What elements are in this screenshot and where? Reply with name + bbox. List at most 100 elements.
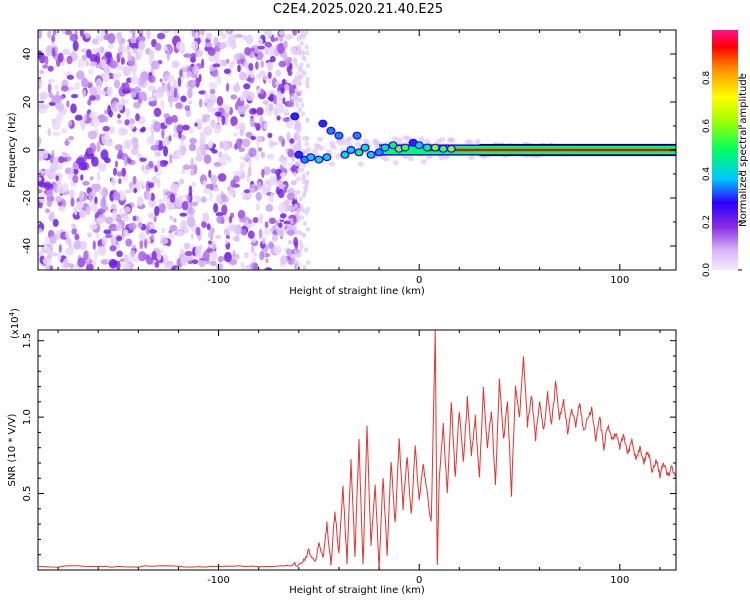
signal-band-edge	[479, 143, 676, 145]
noise-blob	[127, 256, 136, 263]
noise-blob	[120, 128, 128, 135]
noise-blob	[178, 131, 182, 139]
signal-blob	[381, 144, 389, 151]
noise-blob	[86, 113, 90, 125]
signal-halo	[392, 160, 399, 166]
signal-blob	[448, 146, 455, 152]
noise-blob	[261, 168, 265, 178]
signal-blob	[291, 113, 299, 120]
noise-blob	[123, 254, 130, 263]
noise-blob	[87, 232, 92, 238]
noise-blob	[296, 36, 301, 42]
noise-blob	[40, 96, 44, 104]
noise-blob	[290, 180, 297, 186]
noise-blob	[209, 191, 213, 202]
noise-blob	[302, 71, 307, 77]
noise-blob	[268, 217, 276, 224]
noise-blob	[154, 151, 161, 157]
signal-blob	[307, 154, 315, 160]
signal-blob	[440, 146, 447, 152]
noise-blob	[97, 162, 107, 172]
noise-blob	[171, 114, 178, 123]
noise-blob	[304, 44, 309, 50]
noise-blob	[294, 97, 299, 103]
noise-blob	[93, 202, 98, 213]
noise-blob	[191, 40, 199, 51]
noise-blob	[277, 188, 285, 199]
noise-blob	[294, 88, 299, 94]
svg-text:(x104): (x104)	[8, 308, 21, 339]
noise-blob	[206, 223, 211, 231]
noise-blob	[173, 30, 179, 38]
noise-blob	[257, 38, 264, 45]
noise-blob	[190, 157, 194, 169]
snr-multiplier-label: (x10	[10, 316, 21, 339]
noise-blob	[49, 235, 57, 245]
signal-halo	[354, 142, 361, 148]
noise-blob	[125, 107, 130, 118]
noise-blob	[304, 30, 309, 36]
noise-blob	[79, 210, 85, 218]
noise-blob	[269, 55, 276, 63]
noise-blob	[136, 153, 143, 159]
noise-blob	[85, 205, 91, 216]
noise-blob	[155, 139, 160, 146]
noise-blob	[286, 100, 295, 108]
noise-blob	[183, 242, 191, 250]
snr-xlabel: Height of straight line (km)	[289, 585, 425, 596]
noise-blob	[100, 190, 105, 197]
noise-blob	[244, 47, 252, 56]
noise-blob	[132, 175, 137, 185]
noise-blob	[295, 176, 302, 182]
colorbar-tick-label: 0.6	[702, 119, 712, 134]
noise-blob	[195, 49, 203, 57]
noise-blob	[273, 94, 277, 105]
noise-blob	[175, 41, 185, 51]
noise-blob	[77, 257, 86, 268]
noise-blob	[303, 188, 308, 194]
noise-blob	[180, 95, 187, 103]
x-tick-label: 0	[416, 275, 422, 286]
noise-blob	[256, 135, 264, 143]
noise-blob	[163, 45, 168, 52]
noise-blob	[58, 156, 65, 164]
noise-blob	[292, 171, 297, 177]
noise-blob	[233, 84, 241, 92]
noise-blob	[38, 182, 48, 188]
noise-blob	[209, 88, 216, 95]
noise-blob	[189, 202, 193, 214]
noise-blob	[203, 187, 211, 194]
noise-blob	[249, 118, 255, 128]
noise-blob	[97, 36, 105, 42]
noise-blob	[85, 60, 90, 67]
noise-blob	[232, 250, 236, 258]
noise-blob	[179, 212, 188, 217]
noise-blob	[65, 247, 74, 256]
noise-blob	[297, 251, 302, 257]
noise-blob	[278, 135, 284, 143]
noise-blob	[68, 136, 74, 141]
noise-blob	[105, 234, 112, 239]
signal-halo	[468, 155, 475, 161]
noise-blob	[286, 248, 293, 256]
noise-blob	[66, 74, 74, 80]
noise-blob	[76, 200, 84, 210]
noise-blob	[110, 234, 115, 246]
noise-blob	[47, 78, 55, 84]
noise-blob	[148, 212, 156, 220]
noise-blob	[77, 58, 85, 69]
noise-blob	[99, 46, 105, 54]
signal-halo	[318, 146, 325, 151]
noise-blob	[108, 110, 113, 118]
noise-blob	[237, 209, 246, 220]
noise-blob	[276, 103, 284, 113]
noise-blob	[263, 123, 268, 130]
signal-blob	[355, 149, 363, 156]
noise-blob	[293, 249, 298, 255]
noise-blob	[105, 216, 114, 225]
noise-blob	[123, 215, 130, 222]
noise-blob	[220, 59, 228, 67]
noise-blob	[213, 203, 219, 213]
noise-blob	[267, 71, 272, 79]
noise-blob	[300, 30, 305, 35]
